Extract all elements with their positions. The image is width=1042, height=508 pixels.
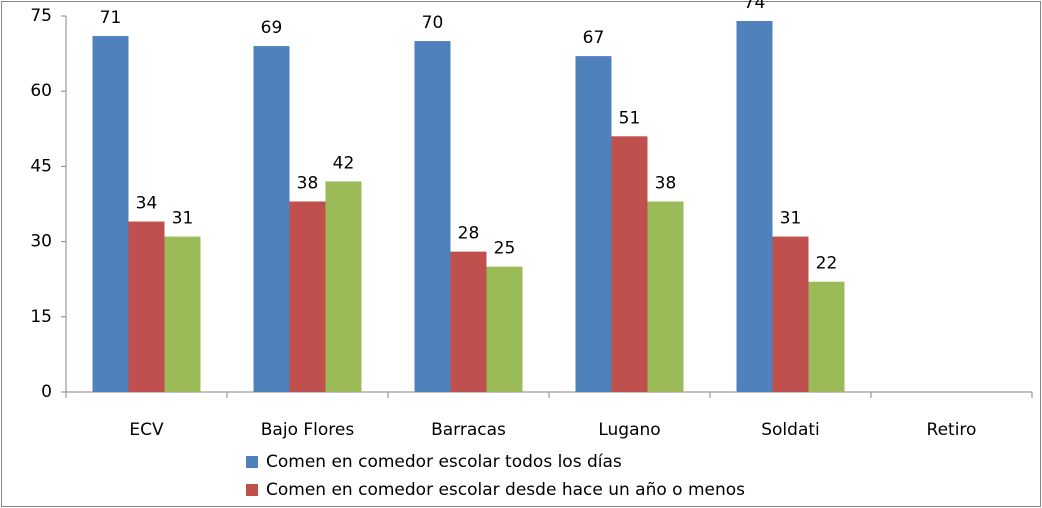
x-tick-label: Retiro [927, 420, 977, 440]
y-tick-label: 45 [30, 156, 52, 176]
data-label: 71 [100, 8, 122, 28]
bar [253, 46, 290, 393]
bar [647, 201, 684, 392]
y-tick-label: 60 [30, 81, 52, 101]
bar [772, 236, 809, 392]
x-tick-label: ECV [129, 420, 164, 440]
data-label: 70 [422, 13, 444, 33]
data-label: 28 [458, 224, 480, 244]
bar [128, 221, 165, 392]
x-tick-label: Barracas [431, 420, 506, 440]
data-label: 31 [780, 209, 802, 229]
legend-label: Comen en comedor escolar todos los días [266, 452, 622, 472]
data-label: 42 [333, 153, 355, 173]
y-tick-label: 15 [30, 307, 52, 327]
bar [450, 251, 487, 392]
data-label: 51 [619, 108, 641, 128]
legend-label: Comen en comedor escolar desde hace un a… [266, 480, 745, 500]
data-label: 25 [494, 239, 516, 259]
y-tick-label: 75 [30, 6, 52, 26]
bar [92, 36, 129, 392]
bar [164, 236, 201, 392]
bar [736, 21, 773, 392]
bar [486, 266, 523, 392]
bar [289, 201, 326, 392]
x-tick-label: Bajo Flores [261, 420, 355, 440]
data-label: 22 [816, 254, 838, 274]
data-label: 34 [136, 194, 158, 214]
bar [414, 41, 451, 393]
data-label: 38 [297, 173, 319, 193]
data-label: 38 [655, 173, 677, 193]
data-label: 67 [583, 28, 605, 48]
y-tick-label: 30 [30, 232, 52, 252]
x-tick-label: Lugano [598, 420, 660, 440]
data-label: 31 [172, 209, 194, 229]
bar [575, 56, 612, 393]
bar [808, 281, 845, 392]
y-tick-label: 0 [41, 382, 52, 402]
data-label: 69 [261, 18, 283, 38]
legend-swatch [246, 484, 258, 496]
data-label: 74 [744, 0, 766, 13]
legend-swatch [246, 456, 258, 468]
x-tick-label: Soldati [761, 420, 820, 440]
bar [325, 181, 362, 392]
bar [611, 136, 648, 392]
